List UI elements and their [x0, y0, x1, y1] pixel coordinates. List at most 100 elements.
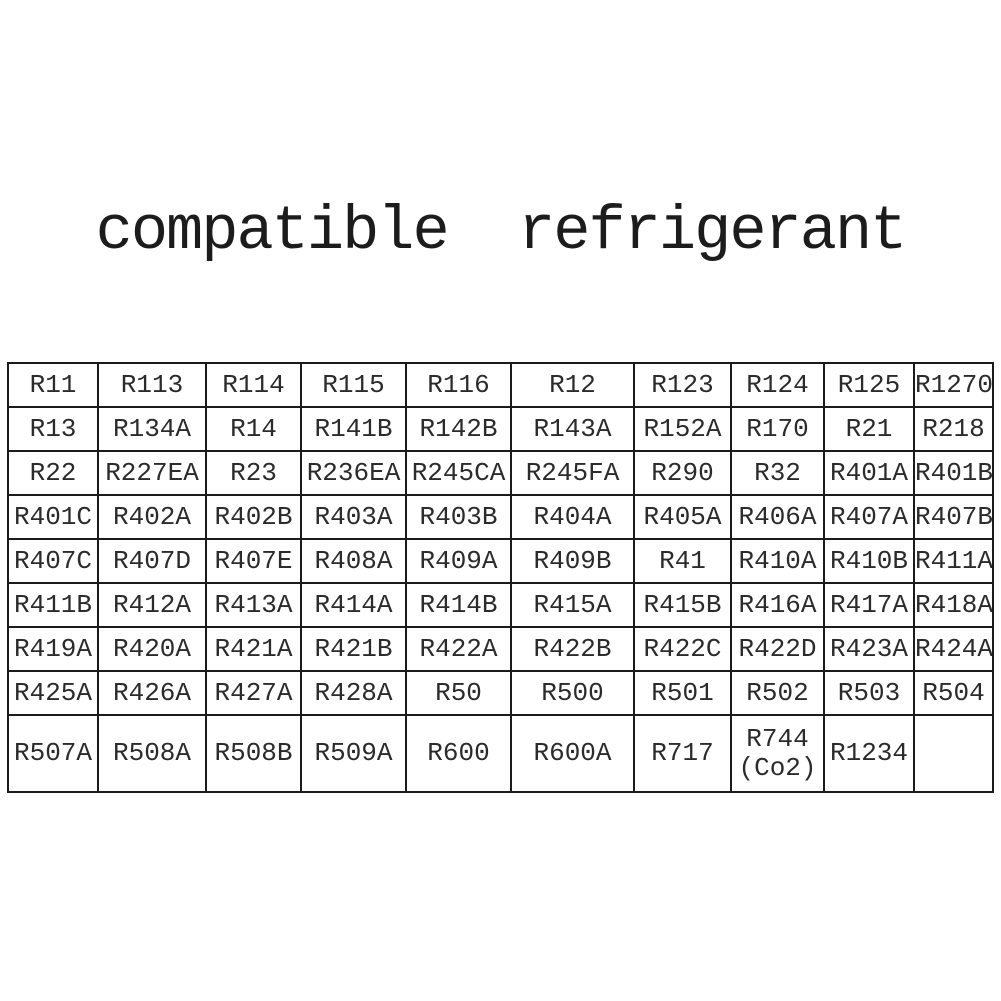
refrigerant-cell: R427A — [205, 670, 302, 716]
table-body: R11 R113 R114 R115 R116 R12 R123 R124 R125 R1270 R… — [7, 362, 994, 793]
refrigerant-cell: R414A — [300, 582, 407, 628]
refrigerant-cell: R407A — [823, 494, 915, 540]
refrigerant-cell: R416A — [730, 582, 825, 628]
refrigerant-cell: R21 — [823, 406, 915, 452]
refrigerant-cell: R508A — [97, 714, 207, 793]
refrigerant-cell: R408A — [300, 538, 407, 584]
refrigerant-cell: R115 — [300, 362, 407, 408]
refrigerant-cell: R508B — [205, 714, 302, 793]
refrigerant-cell: R1234 — [823, 714, 915, 793]
refrigerant-cell: R415B — [633, 582, 732, 628]
refrigerant-cell: R170 — [730, 406, 825, 452]
refrigerant-cell: R116 — [405, 362, 512, 408]
refrigerant-cell: R402B — [205, 494, 302, 540]
refrigerant-cell: R424A — [913, 626, 994, 672]
refrigerant-cell: R421B — [300, 626, 407, 672]
refrigerant-cell: R32 — [730, 450, 825, 496]
refrigerant-cell: R403B — [405, 494, 512, 540]
refrigerant-cell: R500 — [510, 670, 635, 716]
table-row: R22 R227EA R23 R236EA R245CA R245FA R290 R32 R40… — [7, 450, 994, 496]
refrigerant-cell: R509A — [300, 714, 407, 793]
refrigerant-cell: R125 — [823, 362, 915, 408]
refrigerant-cell: R406A — [730, 494, 825, 540]
refrigerant-cell: R236EA — [300, 450, 407, 496]
refrigerant-cell: R423A — [823, 626, 915, 672]
refrigerant-cell: R404A — [510, 494, 635, 540]
refrigerant-cell: R411B — [7, 582, 99, 628]
refrigerant-cell: R504 — [913, 670, 994, 716]
refrigerant-table: R11 R113 R114 R115 R116 R12 R123 R124 R125 R1270 R… — [7, 362, 994, 793]
refrigerant-cell: R503 — [823, 670, 915, 716]
refrigerant-cell: R600A — [510, 714, 635, 793]
refrigerant-cell: R143A — [510, 406, 635, 452]
refrigerant-cell: R744 (Co2) — [730, 714, 825, 793]
refrigerant-cell: R407B — [913, 494, 994, 540]
refrigerant-cell: R290 — [633, 450, 732, 496]
refrigerant-cell: R218 — [913, 406, 994, 452]
refrigerant-cell: R402A — [97, 494, 207, 540]
refrigerant-cell: R14 — [205, 406, 302, 452]
refrigerant-cell: R23 — [205, 450, 302, 496]
refrigerant-cell: R407C — [7, 538, 99, 584]
refrigerant-cell: R426A — [97, 670, 207, 716]
refrigerant-cell: R1270 — [913, 362, 994, 408]
refrigerant-cell: R410A — [730, 538, 825, 584]
refrigerant-cell: R418A — [913, 582, 994, 628]
refrigerant-cell: R415A — [510, 582, 635, 628]
refrigerant-cell: R422B — [510, 626, 635, 672]
refrigerant-cell: R411A — [913, 538, 994, 584]
refrigerant-cell: R113 — [97, 362, 207, 408]
refrigerant-cell: R13 — [7, 406, 99, 452]
refrigerant-cell: R407D — [97, 538, 207, 584]
table-row: R407C R407D R407E R408A R409A R409B R41 R410A R4… — [7, 538, 994, 584]
refrigerant-cell: R413A — [205, 582, 302, 628]
page-title: compatible refrigerant — [95, 196, 908, 267]
table-row: R13 R134A R14 R141B R142B R143A R152A R170 R21 R2… — [7, 406, 994, 452]
table-row: R425A R426A R427A R428A R50 R500 R501 R502 R503 R… — [7, 670, 994, 716]
refrigerant-cell: R422D — [730, 626, 825, 672]
refrigerant-cell: R420A — [97, 626, 207, 672]
refrigerant-cell: R417A — [823, 582, 915, 628]
refrigerant-cell: R123 — [633, 362, 732, 408]
refrigerant-cell: R600 — [405, 714, 512, 793]
refrigerant-cell: R403A — [300, 494, 407, 540]
refrigerant-cell: R11 — [7, 362, 99, 408]
refrigerant-cell: R401B — [913, 450, 994, 496]
refrigerant-cell: R422C — [633, 626, 732, 672]
refrigerant-cell: R405A — [633, 494, 732, 540]
refrigerant-cell: R50 — [405, 670, 512, 716]
refrigerant-cell: R227EA — [97, 450, 207, 496]
refrigerant-cell: R414B — [405, 582, 512, 628]
refrigerant-cell: R419A — [7, 626, 99, 672]
table-row: R507A R508A R508B R509A R600 R600A R717 R744 (C… — [7, 714, 994, 793]
refrigerant-cell: R409A — [405, 538, 512, 584]
refrigerant-cell: R141B — [300, 406, 407, 452]
table-row: R419A R420A R421A R421B R422A R422B R422C R422D… — [7, 626, 994, 672]
refrigerant-cell: R409B — [510, 538, 635, 584]
refrigerant-cell: R245CA — [405, 450, 512, 496]
refrigerant-cell: R245FA — [510, 450, 635, 496]
refrigerant-cell: R41 — [633, 538, 732, 584]
table-row: R11 R113 R114 R115 R116 R12 R123 R124 R125 R1270 — [7, 362, 994, 408]
refrigerant-cell: R401C — [7, 494, 99, 540]
refrigerant-cell: R142B — [405, 406, 512, 452]
table-row: R411B R412A R413A R414A R414B R415A R415B R416A… — [7, 582, 994, 628]
refrigerant-cell: R501 — [633, 670, 732, 716]
refrigerant-cell: R425A — [7, 670, 99, 716]
refrigerant-cell: R412A — [97, 582, 207, 628]
refrigerant-cell: R134A — [97, 406, 207, 452]
refrigerant-cell: R22 — [7, 450, 99, 496]
refrigerant-cell: R124 — [730, 362, 825, 408]
refrigerant-cell: R407E — [205, 538, 302, 584]
refrigerant-cell: R717 — [633, 714, 732, 793]
refrigerant-cell: R401A — [823, 450, 915, 496]
refrigerant-cell: R428A — [300, 670, 407, 716]
refrigerant-cell: R507A — [7, 714, 99, 793]
refrigerant-cell: R152A — [633, 406, 732, 452]
refrigerant-cell: R114 — [205, 362, 302, 408]
refrigerant-cell: R502 — [730, 670, 825, 716]
refrigerant-cell: R410B — [823, 538, 915, 584]
refrigerant-cell: R422A — [405, 626, 512, 672]
refrigerant-cell: R421A — [205, 626, 302, 672]
